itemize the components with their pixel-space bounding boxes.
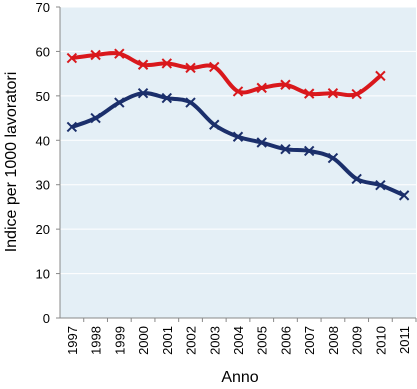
point-marker bbox=[114, 97, 125, 108]
point-marker bbox=[303, 145, 315, 157]
x-tick-label: 1999 bbox=[112, 326, 127, 355]
point-marker bbox=[327, 87, 339, 99]
plot-area bbox=[60, 7, 416, 318]
point-marker bbox=[351, 88, 362, 100]
x-tick-label: 1997 bbox=[65, 326, 80, 355]
point-marker bbox=[375, 70, 386, 82]
point-marker bbox=[137, 87, 149, 99]
x-tick-label: 2009 bbox=[350, 326, 365, 355]
point-marker bbox=[185, 62, 196, 74]
point-marker bbox=[90, 49, 101, 61]
y-tick-label: 60 bbox=[36, 44, 50, 59]
y-tick-label: 30 bbox=[36, 178, 50, 193]
point-marker bbox=[232, 131, 244, 142]
x-tick-label: 2010 bbox=[373, 326, 388, 355]
y-tick-label: 20 bbox=[36, 222, 50, 237]
y-tick-label: 70 bbox=[36, 0, 50, 15]
point-marker bbox=[161, 58, 173, 69]
point-marker bbox=[90, 112, 101, 124]
point-marker bbox=[280, 79, 291, 90]
point-marker bbox=[303, 88, 315, 99]
x-axis-title: Anno bbox=[221, 369, 258, 386]
x-tick-label: 2003 bbox=[207, 326, 222, 355]
point-marker bbox=[114, 48, 125, 59]
x-tick-label: 2004 bbox=[231, 326, 246, 355]
point-marker bbox=[66, 121, 78, 133]
y-axis-title: Indice per 1000 lavoratori bbox=[3, 72, 20, 253]
point-marker bbox=[209, 119, 220, 130]
x-tick-label: 2001 bbox=[160, 326, 175, 355]
point-marker bbox=[185, 97, 196, 108]
point-marker bbox=[351, 173, 362, 185]
x-tick-label: 2006 bbox=[278, 326, 293, 355]
point-marker bbox=[398, 190, 410, 201]
point-marker bbox=[375, 179, 386, 191]
point-marker bbox=[327, 152, 339, 164]
point-marker bbox=[161, 92, 173, 104]
point-marker bbox=[256, 82, 267, 94]
x-tick-label: 2008 bbox=[326, 326, 341, 355]
point-marker bbox=[280, 143, 291, 155]
point-marker bbox=[256, 137, 267, 148]
point-marker bbox=[209, 61, 220, 73]
y-tick-label: 50 bbox=[36, 89, 50, 104]
x-tick-label: 2000 bbox=[136, 326, 151, 355]
point-marker bbox=[137, 59, 149, 70]
x-tick-label: 2011 bbox=[397, 326, 412, 354]
y-tick-label: 0 bbox=[43, 311, 50, 326]
y-tick-label: 10 bbox=[36, 267, 50, 282]
y-tick-label: 40 bbox=[36, 133, 50, 148]
point-marker bbox=[66, 52, 78, 64]
x-tick-label: 2005 bbox=[255, 326, 270, 355]
x-tick-label: 2007 bbox=[302, 326, 317, 355]
x-tick-label: 2002 bbox=[184, 326, 199, 355]
point-marker bbox=[232, 86, 244, 97]
x-tick-label: 1998 bbox=[89, 326, 104, 355]
